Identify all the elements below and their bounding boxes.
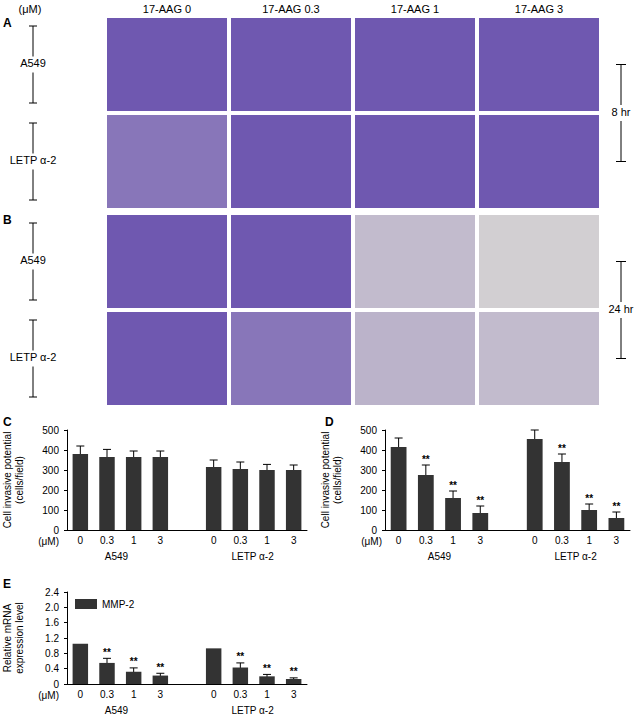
svg-text:A: A [3,16,12,30]
svg-text:A549: A549 [105,705,129,716]
svg-text:A549: A549 [428,551,452,562]
svg-text:A549: A549 [20,57,46,69]
svg-text:0: 0 [211,689,217,700]
svg-text:300: 300 [42,465,59,476]
svg-text:1: 1 [586,535,592,546]
svg-text:**: ** [585,493,593,504]
svg-text:(μM): (μM) [361,536,382,547]
svg-text:1.6: 1.6 [45,617,59,628]
svg-text:500: 500 [42,425,59,436]
svg-text:C: C [3,415,12,429]
svg-text:(μM): (μM) [38,536,59,547]
svg-text:LETP α-2: LETP α-2 [10,154,57,166]
svg-text:0.4: 0.4 [45,663,59,674]
svg-text:0.3: 0.3 [419,535,433,546]
svg-text:0.3: 0.3 [100,535,114,546]
svg-text:3: 3 [158,535,164,546]
svg-text:Cell invasive potential: Cell invasive potential [320,432,331,529]
svg-text:17-AAG 3: 17-AAG 3 [515,3,563,15]
svg-text:0: 0 [371,525,377,536]
svg-text:**: ** [612,501,620,512]
svg-text:B: B [3,213,12,227]
svg-text:**: ** [156,662,164,673]
svg-text:200: 200 [360,485,377,496]
svg-text:2.0: 2.0 [45,602,59,613]
svg-text:1: 1 [264,535,270,546]
svg-text:0: 0 [396,535,402,546]
svg-text:100: 100 [360,505,377,516]
svg-text:0.3: 0.3 [100,689,114,700]
svg-text:Cell invasive potential: Cell invasive potential [2,432,13,529]
svg-text:0: 0 [78,689,84,700]
svg-text:2.4: 2.4 [45,587,59,598]
svg-text:LETP α-2: LETP α-2 [554,551,597,562]
svg-text:LETP α-2: LETP α-2 [231,551,274,562]
svg-text:**: ** [290,666,298,677]
svg-text:300: 300 [360,465,377,476]
svg-text:(cells/field): (cells/field) [14,456,25,504]
svg-text:A549: A549 [105,551,129,562]
svg-text:400: 400 [360,445,377,456]
svg-text:0: 0 [53,679,59,690]
svg-text:0.3: 0.3 [233,535,247,546]
svg-text:0: 0 [211,535,217,546]
svg-text:3: 3 [158,689,164,700]
svg-text:**: ** [103,647,111,658]
svg-text:0.3: 0.3 [233,689,247,700]
svg-text:(μM): (μM) [19,3,42,15]
svg-text:D: D [325,415,334,429]
svg-text:500: 500 [360,425,377,436]
svg-text:**: ** [422,454,430,465]
svg-text:8 hr: 8 hr [612,106,631,118]
svg-text:17-AAG 1: 17-AAG 1 [391,3,439,15]
svg-text:400: 400 [42,445,59,456]
svg-text:1.2: 1.2 [45,633,59,644]
svg-text:0: 0 [78,535,84,546]
svg-text:expression level: expression level [14,602,25,674]
svg-text:LETP α-2: LETP α-2 [231,705,274,716]
svg-text:3: 3 [477,535,483,546]
svg-text:0.8: 0.8 [45,648,59,659]
svg-text:0.3: 0.3 [555,535,569,546]
svg-text:(cells/field): (cells/field) [332,456,343,504]
svg-text:1: 1 [131,689,137,700]
svg-text:A549: A549 [20,254,46,266]
svg-text:**: ** [558,443,566,454]
svg-text:**: ** [476,495,484,506]
svg-text:0: 0 [532,535,538,546]
svg-text:3: 3 [614,535,620,546]
svg-text:1: 1 [450,535,456,546]
svg-text:1: 1 [131,535,137,546]
svg-text:200: 200 [42,485,59,496]
svg-text:17-AAG 0: 17-AAG 0 [143,3,191,15]
svg-text:LETP α-2: LETP α-2 [10,351,57,363]
svg-text:E: E [3,577,11,591]
svg-text:Relative mRNA: Relative mRNA [2,604,13,673]
svg-text:0: 0 [53,525,59,536]
svg-text:**: ** [263,663,271,674]
svg-text:**: ** [130,656,138,667]
svg-text:**: ** [449,480,457,491]
svg-text:**: ** [236,651,244,662]
svg-text:3: 3 [291,535,297,546]
svg-text:100: 100 [42,505,59,516]
svg-text:MMP-2: MMP-2 [102,599,135,610]
svg-text:(μM): (μM) [38,690,59,701]
svg-text:3: 3 [291,689,297,700]
svg-text:24 hr: 24 hr [608,303,633,315]
svg-text:17-AAG 0.3: 17-AAG 0.3 [262,3,319,15]
svg-text:1: 1 [264,689,270,700]
